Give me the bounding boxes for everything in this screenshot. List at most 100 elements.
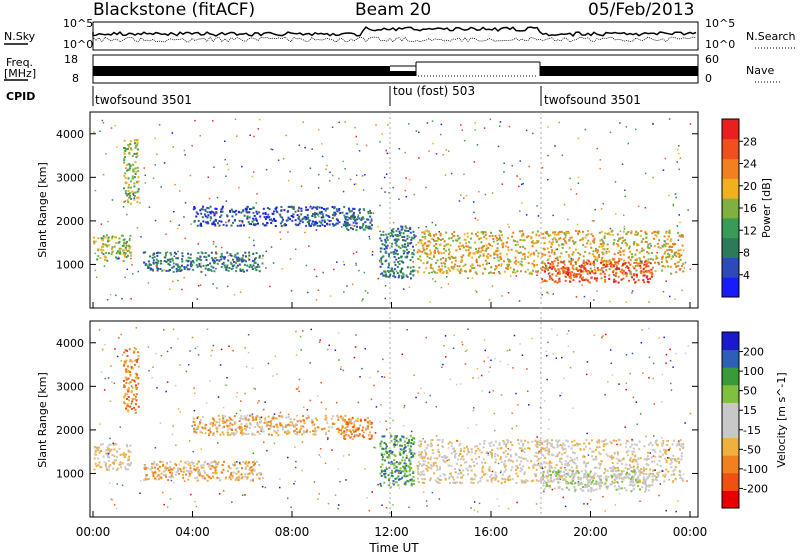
data-speckle [436,153,438,155]
data-cell [486,245,488,247]
data-cell [414,453,416,455]
data-cell [107,240,109,242]
data-cell [645,489,647,491]
data-cell [266,222,268,224]
data-cell [648,261,650,263]
data-cell [245,461,247,463]
data-cell [399,263,401,265]
data-cell [199,471,201,473]
data-cell [323,208,325,210]
data-cell [355,420,357,422]
data-speckle [216,257,218,259]
data-speckle [675,193,677,195]
data-cell [400,472,402,474]
data-cell [155,478,157,480]
data-cell [243,271,245,273]
data-cell [435,262,437,264]
data-cell [238,211,240,213]
data-cell [489,445,491,447]
data-cell [147,467,149,469]
data-speckle [584,296,586,298]
data-cell [143,252,145,254]
data-cell [289,206,291,208]
data-speckle [316,276,318,278]
data-cell [398,257,400,259]
data-cell [657,232,659,234]
data-cell [537,240,539,242]
data-cell [254,434,256,436]
data-cell [504,466,506,468]
data-cell [389,450,391,452]
data-cell [468,466,470,468]
data-cell [395,242,397,244]
data-cell [321,211,323,213]
data-cell [228,267,230,269]
data-cell [658,246,660,248]
data-cell [538,452,540,454]
data-cell [393,253,395,255]
data-cell [498,238,500,240]
data-cell [499,444,501,446]
data-speckle [177,280,179,282]
data-cell [427,457,429,459]
data-cell [229,253,231,255]
data-speckle [190,175,192,177]
data-cell [381,272,383,274]
data-cell [355,430,357,432]
data-cell [478,238,480,240]
data-cell [443,271,445,273]
data-cell [505,245,507,247]
date-label: 05/Feb/2013 [588,0,694,20]
data-cell [264,422,266,424]
data-cell [491,479,493,481]
data-cell [500,240,502,242]
data-cell [399,478,401,480]
data-cell [459,443,461,445]
data-cell [554,268,556,270]
data-cell [292,422,294,424]
data-cell [237,225,239,227]
data-cell [196,211,198,213]
data-speckle [665,158,667,160]
data-cell [646,463,648,465]
data-speckle [124,277,126,279]
data-cell [635,265,637,267]
data-speckle [240,291,242,293]
data-cell [640,230,642,232]
data-cell [190,467,192,469]
data-cell [555,275,557,277]
data-cell [641,250,643,252]
data-cell [135,412,137,414]
data-cell [438,238,440,240]
data-cell [628,256,630,258]
data-cell [580,276,582,278]
data-speckle [463,197,465,199]
data-speckle [167,251,169,253]
data-cell [525,479,527,481]
data-cell [356,226,358,228]
data-cell [648,259,650,261]
data-cell [447,243,449,245]
data-speckle [155,138,157,140]
data-cell [135,387,137,389]
colorbar-swatch [722,198,739,218]
data-cell [395,259,397,261]
data-cell [585,269,587,271]
data-speckle [409,236,411,238]
data-cell [379,445,381,447]
data-cell [410,442,412,444]
data-cell [365,225,367,227]
data-cell [600,460,602,462]
data-cell [202,416,204,418]
data-cell [213,418,215,420]
data-cell [316,419,318,421]
data-speckle [538,215,540,217]
data-cell [637,485,639,487]
data-cell [251,469,253,471]
data-cell [532,245,534,247]
data-cell [225,268,227,270]
data-cell [137,155,139,157]
data-cell [262,255,264,257]
data-cell [593,250,595,252]
